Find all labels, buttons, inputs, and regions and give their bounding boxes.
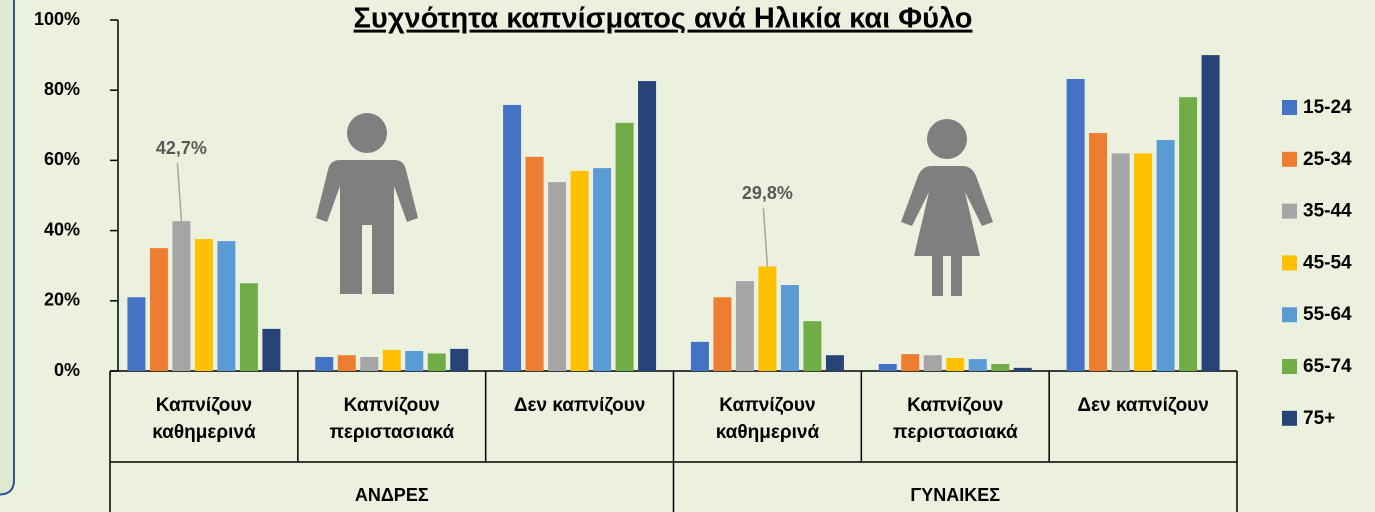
bar <box>878 363 897 371</box>
side-panel <box>0 0 15 496</box>
bar <box>1111 153 1130 371</box>
group-label: ΓΥΝΑΙΚΕΣ <box>910 485 1000 505</box>
bar <box>405 350 424 371</box>
bar <box>194 239 213 371</box>
x-tick-label-box: Καπνίζουν περιστασιακά <box>892 395 1018 443</box>
bar <box>991 363 1010 371</box>
x-tick-label-box: Δεν καπνίζουν <box>1077 395 1209 416</box>
female-icon <box>901 119 993 296</box>
x-tick-label-box: Καπνίζουν καθημερινά <box>715 395 820 443</box>
bar <box>968 359 987 371</box>
x-tick-label: Δεν καπνίζουν <box>513 395 646 416</box>
bar <box>1156 140 1175 371</box>
y-tick-label: 40% <box>44 219 80 239</box>
bar <box>946 358 965 371</box>
bar <box>1089 133 1108 371</box>
bar <box>735 281 754 371</box>
group-label: ΑΝΔΡΕΣ <box>355 485 429 505</box>
bar <box>450 348 469 371</box>
bar <box>690 341 709 371</box>
legend-label: 75+ <box>1303 408 1335 429</box>
label-leader <box>762 208 769 267</box>
bar <box>262 328 281 371</box>
x-tick-label: Καπνίζουν περιστασιακά <box>329 395 455 443</box>
bar <box>427 353 446 371</box>
bar <box>825 355 844 371</box>
data-label: 42,7% <box>156 138 207 158</box>
male-icon <box>316 113 418 294</box>
x-tick-label: Δεν καπνίζουν <box>1077 395 1209 416</box>
bar <box>172 221 191 371</box>
bar <box>780 285 799 371</box>
legend-swatch <box>1282 203 1297 219</box>
bar <box>382 349 401 371</box>
legend-label: 45-54 <box>1303 252 1352 273</box>
bar <box>525 156 544 371</box>
legend-swatch <box>1282 359 1297 374</box>
bar <box>239 283 258 371</box>
bar <box>217 241 236 371</box>
bar <box>901 354 920 371</box>
bar <box>1179 97 1198 371</box>
legend-label: 25-34 <box>1303 149 1352 170</box>
bar <box>1134 153 1153 371</box>
legend-swatch <box>1282 100 1297 115</box>
bar <box>149 248 168 371</box>
legend-swatch <box>1282 410 1297 426</box>
bar <box>1013 367 1032 371</box>
bar <box>713 297 732 371</box>
bar <box>638 81 657 371</box>
bar <box>1201 55 1220 371</box>
bar <box>923 355 942 371</box>
bar <box>570 170 589 371</box>
legend-swatch <box>1282 307 1297 323</box>
bar <box>593 168 612 371</box>
y-tick-label: 0% <box>54 360 80 380</box>
bar <box>360 356 379 371</box>
bar <box>315 356 334 371</box>
x-tick-label-box: Καπνίζουν καθημερινά <box>152 395 256 443</box>
y-tick-label: 20% <box>44 290 80 310</box>
legend-label: 55-64 <box>1303 304 1352 325</box>
bar <box>337 355 356 371</box>
label-leader <box>176 163 183 222</box>
x-tick-label-box: Καπνίζουν περιστασιακά <box>329 395 455 443</box>
bar <box>758 266 777 371</box>
x-tick-label-box: Δεν καπνίζουν <box>513 395 646 416</box>
x-tick-label: Καπνίζουν καθημερινά <box>715 395 820 443</box>
legend-label: 15-24 <box>1303 97 1352 118</box>
bar <box>1066 78 1085 371</box>
data-label: 29,8% <box>742 183 793 203</box>
bar <box>803 321 822 371</box>
bar <box>548 182 567 371</box>
bar <box>615 122 634 371</box>
y-tick-label: 60% <box>44 149 80 169</box>
x-tick-label: Καπνίζουν περιστασιακά <box>892 395 1018 443</box>
y-tick-label: 100% <box>34 9 80 29</box>
bar <box>127 297 146 371</box>
chart-title: Συχνότητα καπνίσματος ανά Ηλικία και Φύλ… <box>354 3 973 35</box>
legend-label: 65-74 <box>1303 356 1352 377</box>
x-tick-label: Καπνίζουν καθημερινά <box>152 395 256 443</box>
legend-swatch <box>1282 255 1297 271</box>
bar <box>503 104 522 371</box>
legend-label: 35-44 <box>1303 201 1352 222</box>
y-tick-label: 80% <box>44 79 80 99</box>
legend-swatch <box>1282 151 1297 167</box>
